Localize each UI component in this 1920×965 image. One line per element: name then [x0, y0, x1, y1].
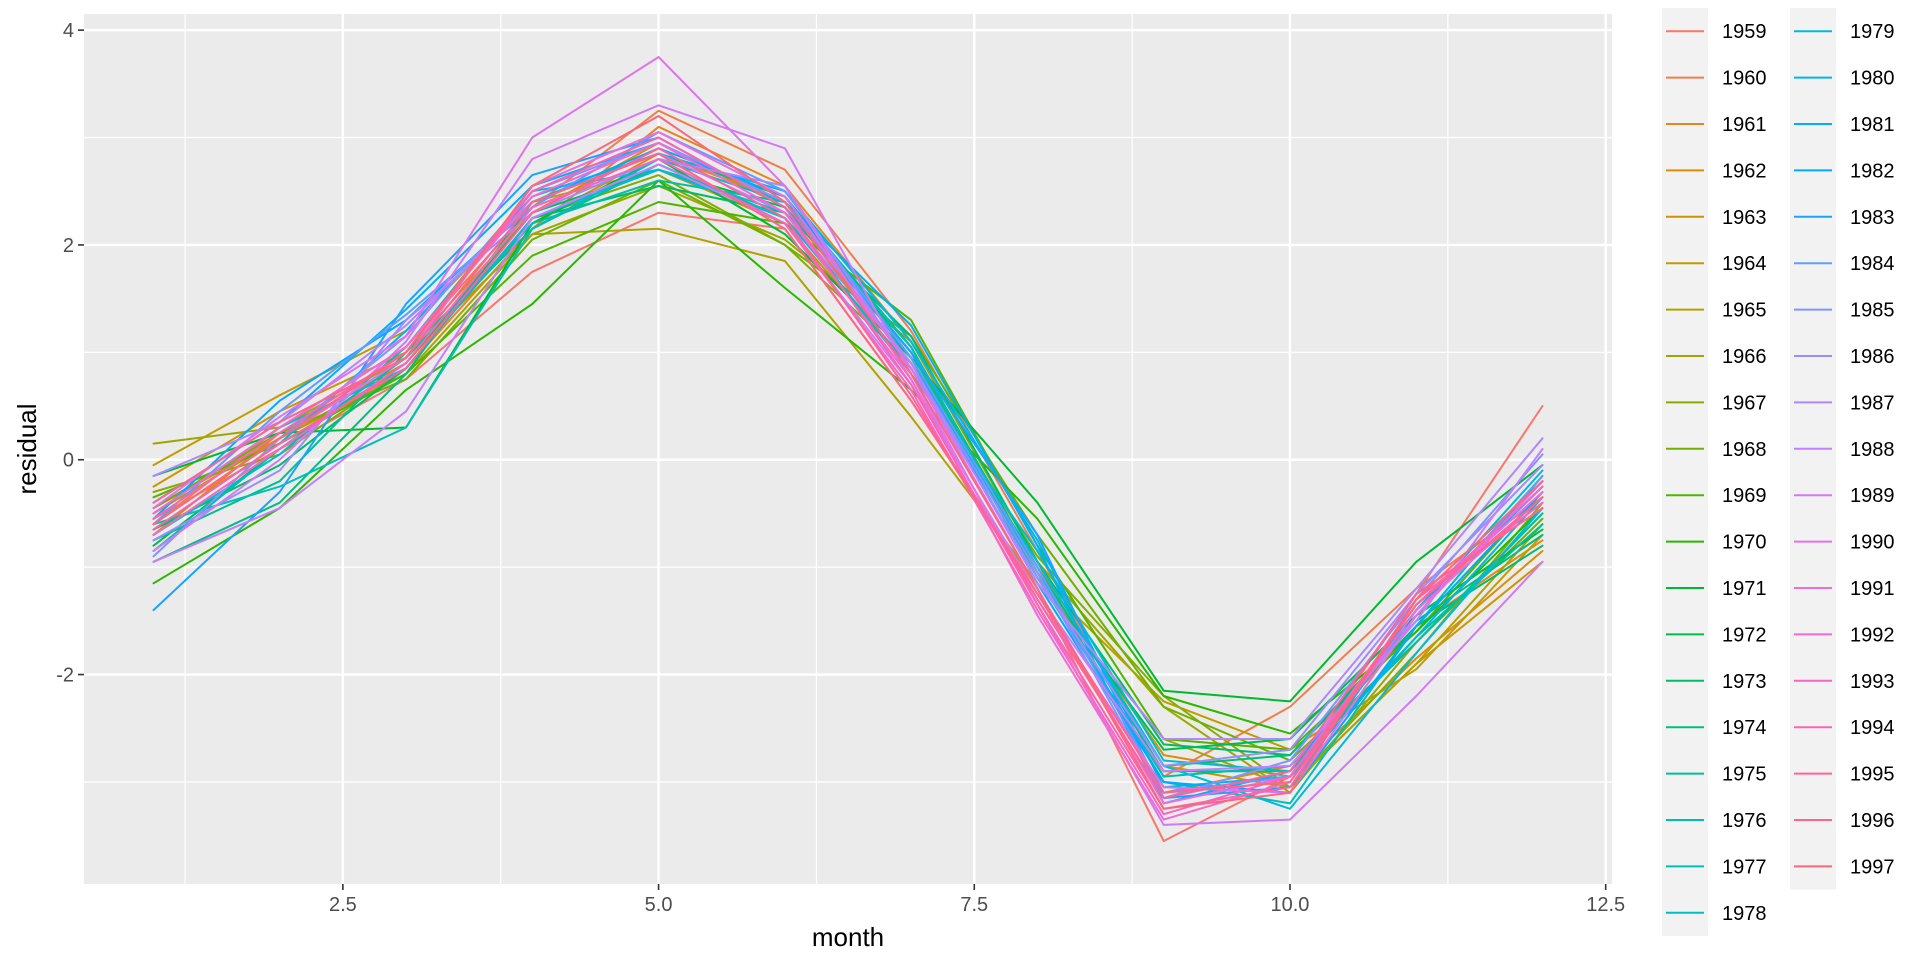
- legend-label: 1977: [1722, 856, 1767, 878]
- legend-label: 1990: [1850, 532, 1895, 554]
- x-axis-title: month: [812, 922, 884, 952]
- x-tick-label: 2.5: [329, 894, 357, 916]
- legend-label: 1992: [1850, 624, 1895, 646]
- legend-label: 1991: [1850, 578, 1895, 600]
- legend-label: 1978: [1722, 903, 1767, 925]
- minor-gridlines: [84, 14, 1612, 884]
- legend-key-background: [1662, 8, 1708, 936]
- legend-label: 1993: [1850, 671, 1895, 693]
- legend-label: 1979: [1850, 21, 1895, 43]
- legend-label: 1971: [1722, 578, 1767, 600]
- legend-label: 1985: [1850, 300, 1895, 322]
- x-tick-label: 10.0: [1271, 894, 1310, 916]
- series-line-1986: [152, 158, 1544, 767]
- legend-label: 1994: [1850, 717, 1895, 739]
- legend-label: 1964: [1722, 253, 1767, 275]
- x-tick-label: 5.0: [645, 894, 673, 916]
- legend-label: 1961: [1722, 114, 1767, 136]
- series-line-1996: [152, 152, 1544, 794]
- series-line-1997: [152, 115, 1544, 810]
- legend-label: 1973: [1722, 671, 1767, 693]
- legend: 1959 1960 1961 1962 1963 1964 1965 1966 1967 1968…: [1662, 8, 1895, 936]
- legend-label: 1963: [1722, 207, 1767, 229]
- series-line-1981: [152, 141, 1544, 805]
- y-tick-label: 4: [63, 20, 74, 42]
- series-line-1995: [152, 147, 1544, 800]
- legend-label: 1959: [1722, 21, 1767, 43]
- legend-label: 1969: [1722, 485, 1767, 507]
- legend-label: 1996: [1850, 810, 1895, 832]
- legend-label: 1982: [1850, 160, 1895, 182]
- legend-label: 1966: [1722, 346, 1767, 368]
- plot-panel-background: [84, 14, 1612, 884]
- legend-label: 1983: [1850, 207, 1895, 229]
- legend-label: 1965: [1722, 300, 1767, 322]
- legend-label: 1974: [1722, 717, 1767, 739]
- legend-label: 1970: [1722, 532, 1767, 554]
- series-line-1970: [152, 179, 1544, 735]
- series-lines: [152, 56, 1544, 842]
- legend-label: 1960: [1722, 68, 1767, 90]
- legend-label: 1984: [1850, 253, 1895, 275]
- y-tick-label: 2: [63, 235, 74, 257]
- y-tick-label: 0: [63, 450, 74, 472]
- legend-label: 1980: [1850, 68, 1895, 90]
- legend-label: 1967: [1722, 392, 1767, 414]
- y-tick-label: -2: [56, 665, 74, 687]
- legend-label: 1995: [1850, 764, 1895, 786]
- legend-label: 1981: [1850, 114, 1895, 136]
- legend-label: 1972: [1722, 624, 1767, 646]
- legend-label: 1989: [1850, 485, 1895, 507]
- legend-label: 1975: [1722, 764, 1767, 786]
- legend-label: 1968: [1722, 439, 1767, 461]
- legend-label: 1988: [1850, 439, 1895, 461]
- series-line-1984: [152, 131, 1544, 794]
- legend-label: 1976: [1722, 810, 1767, 832]
- axis-ticks: 2.5 5.0 7.5 10.0 12.5 -2 0 2 4: [56, 20, 1625, 916]
- y-axis-title: residual: [12, 403, 42, 494]
- x-tick-label: 12.5: [1586, 894, 1625, 916]
- legend-label: 1997: [1850, 856, 1895, 878]
- legend-label: 1987: [1850, 392, 1895, 414]
- legend-label: 1962: [1722, 160, 1767, 182]
- legend-label: 1986: [1850, 346, 1895, 368]
- x-tick-label: 7.5: [960, 894, 988, 916]
